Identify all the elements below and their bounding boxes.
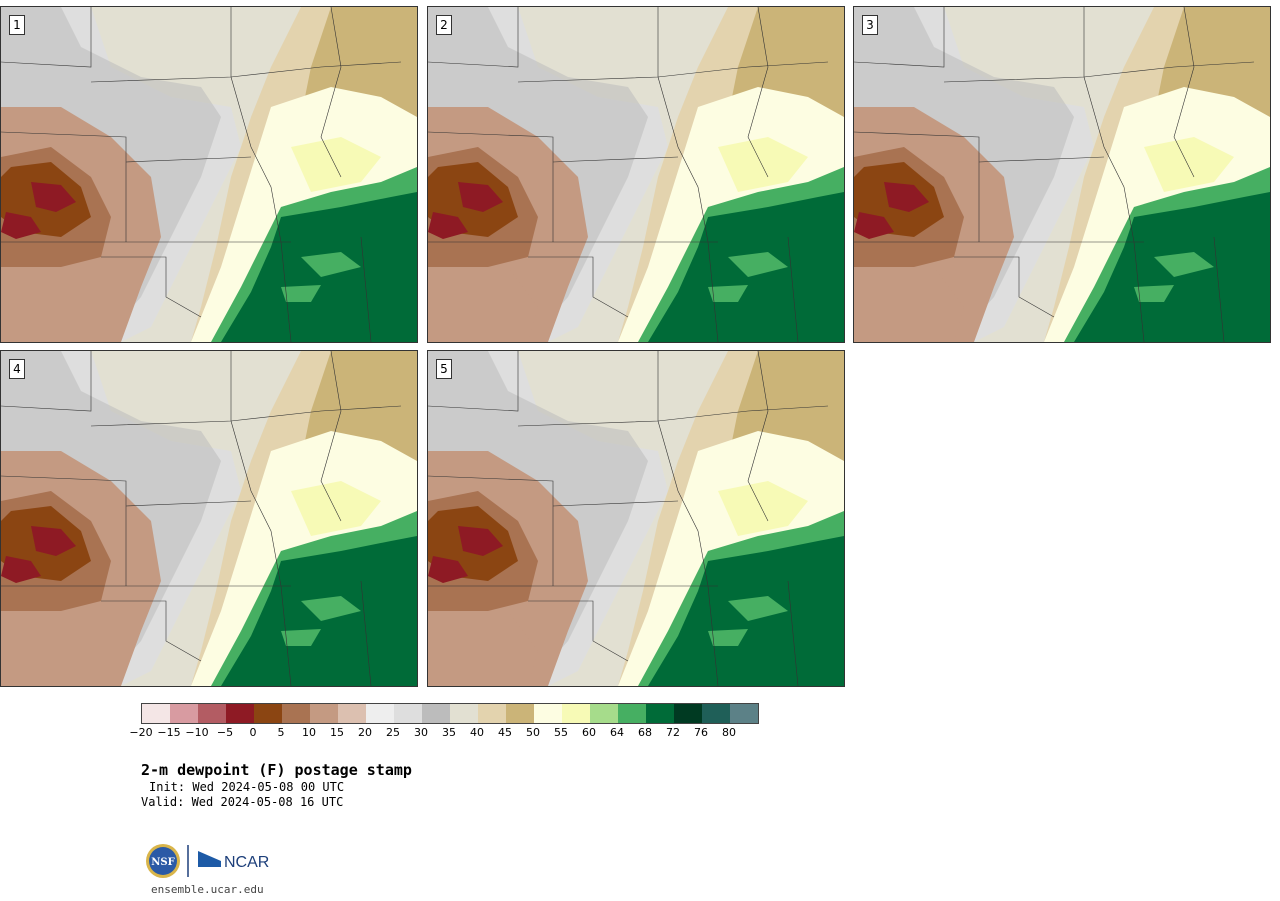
- colorbar-swatch: [170, 704, 198, 723]
- dewpoint-colorbar: [141, 703, 759, 724]
- colorbar-swatch: [310, 704, 338, 723]
- dewpoint-map-3: [854, 7, 1270, 342]
- colorbar-tick-label: 40: [470, 726, 484, 739]
- colorbar-tick-label: 30: [414, 726, 428, 739]
- colorbar-tick-label: 0: [249, 726, 257, 739]
- panel-label: 3: [862, 15, 878, 35]
- colorbar-tick-label: −5: [216, 726, 234, 739]
- ncar-logo: NCAR: [198, 851, 269, 871]
- panel-label: 1: [9, 15, 25, 35]
- colorbar-tick-label: 68: [638, 726, 652, 739]
- colorbar-tick-label: 80: [722, 726, 736, 739]
- colorbar-tick-label: 50: [526, 726, 540, 739]
- colorbar-tick-label: 45: [498, 726, 512, 739]
- page-title: 2-m dewpoint (F) postage stamp: [141, 761, 412, 779]
- colorbar-tick-label: 72: [666, 726, 680, 739]
- colorbar-swatch: [590, 704, 618, 723]
- valid-time: Valid: Wed 2024-05-08 16 UTC: [141, 795, 344, 809]
- colorbar-swatch: [226, 704, 254, 723]
- colorbar-ticks: −20 −15 −10 −5 0 5 10 15 20 25 30 35 40 45 50 55 60 64 68 7…: [129, 726, 781, 740]
- colorbar-swatch: [282, 704, 310, 723]
- init-time: Init: Wed 2024-05-08 00 UTC: [149, 780, 345, 794]
- nsf-logo: NSF: [146, 844, 180, 878]
- colorbar-swatch: [450, 704, 478, 723]
- colorbar-swatch: [674, 704, 702, 723]
- colorbar-swatch: [478, 704, 506, 723]
- colorbar-tick-label: 55: [554, 726, 568, 739]
- colorbar-swatch: [618, 704, 646, 723]
- colorbar-swatch: [338, 704, 366, 723]
- colorbar-swatch: [702, 704, 730, 723]
- colorbar-swatch: [366, 704, 394, 723]
- colorbar-tick-label: 35: [442, 726, 456, 739]
- colorbar-swatch: [422, 704, 450, 723]
- colorbar-swatch: [730, 704, 758, 723]
- site-url: ensemble.ucar.edu: [151, 883, 264, 896]
- colorbar-tick-label: 10: [302, 726, 316, 739]
- colorbar-swatch: [394, 704, 422, 723]
- colorbar-swatch: [198, 704, 226, 723]
- colorbar-swatch: [506, 704, 534, 723]
- dewpoint-map-4: [1, 351, 417, 686]
- dewpoint-map-1: [1, 7, 417, 342]
- colorbar-tick-label: 76: [694, 726, 708, 739]
- colorbar-tick-label: 25: [386, 726, 400, 739]
- colorbar-tick-label: −10: [185, 726, 209, 739]
- map-panel-1: 1: [0, 6, 418, 343]
- map-panel-5: 5: [427, 350, 845, 687]
- colorbar-tick-label: 64: [610, 726, 624, 739]
- colorbar-tick-label: −20: [129, 726, 153, 739]
- colorbar-tick-label: −15: [157, 726, 181, 739]
- logos: NSF NCAR: [146, 844, 269, 878]
- svg-text:NSF: NSF: [151, 857, 174, 868]
- colorbar-swatch: [562, 704, 590, 723]
- colorbar-tick-label: 5: [277, 726, 285, 739]
- colorbar-swatch: [254, 704, 282, 723]
- map-panel-3: 3: [853, 6, 1271, 343]
- colorbar-swatch: [646, 704, 674, 723]
- panel-label: 2: [436, 15, 452, 35]
- panel-label: 4: [9, 359, 25, 379]
- map-panel-2: 2: [427, 6, 845, 343]
- colorbar-swatch: [142, 704, 170, 723]
- map-panel-4: 4: [0, 350, 418, 687]
- colorbar-swatch: [534, 704, 562, 723]
- panel-label: 5: [436, 359, 452, 379]
- svg-text:NCAR: NCAR: [224, 854, 269, 871]
- colorbar-tick-label: 15: [330, 726, 344, 739]
- colorbar-tick-label: 60: [582, 726, 596, 739]
- colorbar-tick-label: 20: [358, 726, 372, 739]
- dewpoint-map-5: [428, 351, 844, 686]
- dewpoint-map-2: [428, 7, 844, 342]
